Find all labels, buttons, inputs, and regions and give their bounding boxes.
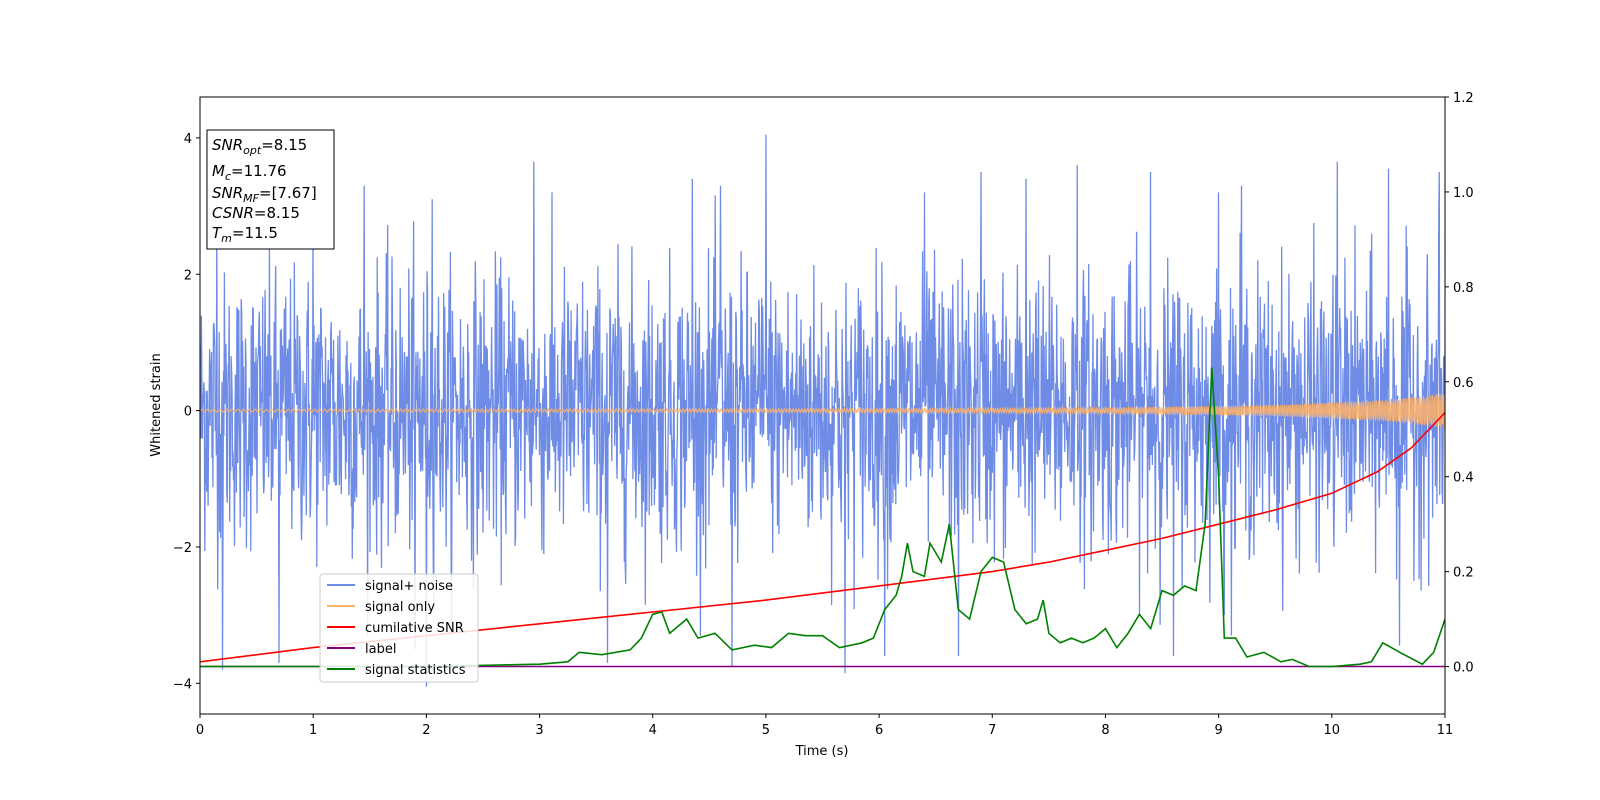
annotation-line: CSNR=8.15	[212, 204, 300, 222]
x-tick-label: 9	[1214, 723, 1222, 738]
y-tick-label: −4	[173, 677, 192, 692]
x-tick-label: 3	[535, 723, 543, 738]
legend-entry: cumilative SNR	[365, 621, 464, 636]
annotation-line: Tm=11.5	[212, 224, 278, 245]
legend-frame	[319, 573, 479, 683]
y2-tick-label: 0.4	[1453, 471, 1474, 486]
x-axis-label: Time (s)	[795, 744, 849, 759]
annotation-line: SNRopt=8.15	[212, 136, 307, 157]
x-tick-label: 4	[649, 723, 657, 738]
x-tick-label: 6	[875, 723, 883, 738]
y-tick-label: 4	[184, 132, 192, 147]
y2-tick-label: 1.0	[1453, 186, 1474, 201]
y-tick-label: 2	[184, 268, 192, 283]
series-cumilative-snr-line	[200, 412, 1445, 663]
y-axis-label: Whitened strain	[149, 353, 164, 456]
annotation-line: SNRMF=[7.67]	[212, 184, 317, 205]
series-signal-noise-line	[200, 134, 1445, 687]
y2-tick-label: 0.6	[1453, 376, 1474, 391]
y2-tick-label: 1.2	[1453, 91, 1474, 106]
legend-entry: signal+ noise	[365, 579, 453, 594]
y-tick-label: −2	[173, 541, 192, 556]
annotation-line: Mc=11.76	[212, 162, 287, 183]
series-signal-statistics-line	[200, 367, 1445, 668]
x-tick-label: 8	[1101, 723, 1109, 738]
series-signal-only-line	[200, 393, 1445, 429]
x-tick-label: 2	[422, 723, 430, 738]
legend-entry: signal statistics	[365, 663, 466, 678]
legend-entry: label	[365, 642, 396, 657]
x-tick-label: 11	[1437, 723, 1454, 738]
x-tick-label: 5	[762, 723, 770, 738]
x-tick-label: 1	[309, 723, 317, 738]
legend-entry: signal only	[365, 600, 435, 615]
y-tick-label: 0	[184, 405, 192, 420]
x-tick-label: 0	[196, 723, 204, 738]
legend: signal+ noise signal only cumilative SNR la…	[319, 573, 479, 683]
y2-tick-label: 0.2	[1453, 566, 1474, 581]
annotation-box: SNRopt=8.15 Mc=11.76SNRMF=[7.67]CSNR=8.15…	[206, 129, 335, 250]
y2-tick-label: 0.0	[1453, 661, 1474, 676]
annotation-box-frame	[206, 129, 335, 250]
x-tick-label: 10	[1324, 723, 1341, 738]
x-tick-label: 7	[988, 723, 996, 738]
plot-frame	[199, 96, 1446, 715]
y2-tick-label: 0.8	[1453, 281, 1474, 296]
